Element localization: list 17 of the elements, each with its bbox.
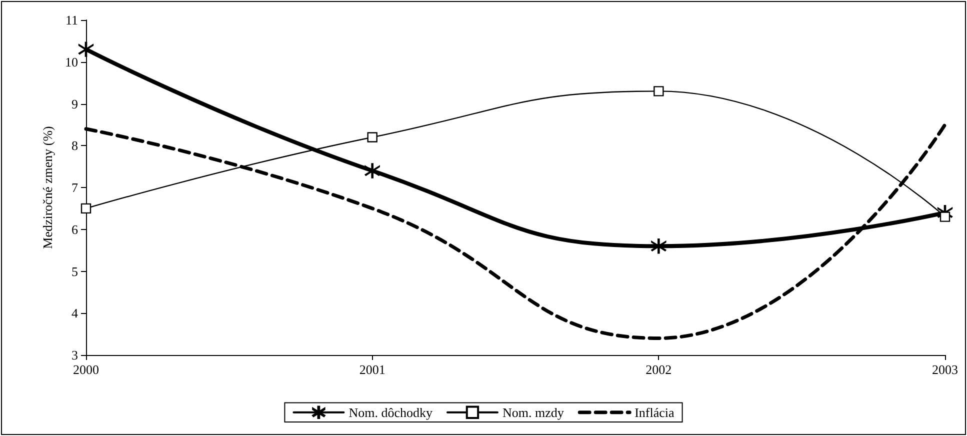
y-tick-label: 5 bbox=[72, 264, 78, 279]
x-tick-label: 2000 bbox=[73, 362, 99, 377]
x-tick-label: 2001 bbox=[359, 362, 386, 377]
y-tick-label: 7 bbox=[72, 180, 78, 195]
legend-label: Inflácia bbox=[634, 404, 675, 420]
x-tick-label: 2002 bbox=[646, 362, 672, 377]
x-tick-label: 2003 bbox=[932, 362, 958, 377]
y-axis-title: Medziročné zmeny (%) bbox=[40, 126, 56, 249]
y-tick-label: 11 bbox=[65, 12, 78, 28]
y-tick-label: 6 bbox=[72, 222, 78, 237]
legend-label: Nom. dôchodky bbox=[348, 404, 433, 420]
legend-label: Nom. mzdy bbox=[502, 404, 564, 420]
y-tick-label: 8 bbox=[72, 138, 78, 154]
y-tick-label: 3 bbox=[72, 348, 78, 362]
y-tick-label: 10 bbox=[65, 54, 78, 70]
y-tick-label: 9 bbox=[72, 96, 78, 112]
y-tick-label: 4 bbox=[72, 306, 78, 321]
